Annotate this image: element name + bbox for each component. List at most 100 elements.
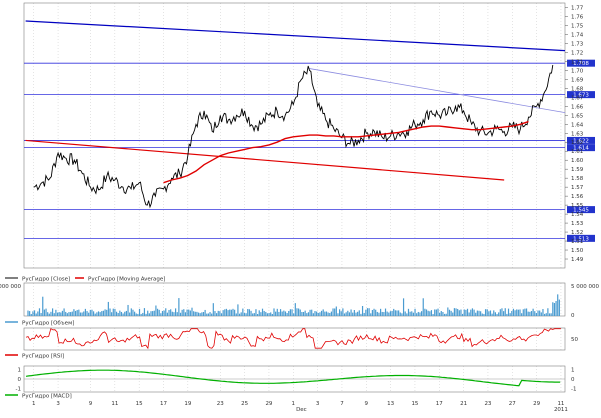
legend-volume-label: РусГидро [Объем] (22, 321, 74, 327)
y-tick-label: 1.63 (571, 131, 584, 137)
x-tick-label: 11 (111, 401, 118, 407)
x-tick-label: 13 (387, 401, 394, 407)
x-tick-label: 1 (292, 401, 296, 407)
level-label-box (567, 234, 595, 242)
y-tick-label: 1.68 (571, 86, 584, 92)
legend-volume: РусГидро [Объем] (5, 321, 74, 327)
y-tick-label: 1.69 (571, 77, 584, 83)
x-tick-label: 11 (557, 401, 564, 407)
rsi-panel (25, 328, 561, 350)
x-tick-label: 1 (32, 401, 36, 407)
macd-panel (24, 369, 565, 387)
y-tick-label: 1.71 (571, 59, 583, 65)
y-tick-label: 1.74 (571, 32, 584, 38)
level-label: 1.545 (573, 208, 589, 214)
y-tick-label: 1.54 (571, 212, 584, 218)
x-tick-label: 3 (316, 401, 320, 407)
legend-price: РусГидро [Close] РусГидро [Moving Averag… (5, 277, 165, 283)
y-tick-label: 1.51 (571, 239, 583, 245)
x-month-label: 2011 (554, 407, 568, 413)
legend-ma-label: РусГидро [Moving Average] (88, 277, 165, 283)
horizontal-levels: 1.708 1.673 1.622 1.614 1.545 1.513 (24, 59, 595, 242)
macd-ytick-left: -1 (16, 386, 21, 392)
y-tick-label: 1.62 (571, 140, 583, 146)
level-label-box (567, 91, 595, 99)
axis-labels: 1 3 9 11 15 17 19 23 25 29 1 3 7 9 13 15 17 21 23 27 29 11Dec… (0, 5, 599, 413)
volume-ytick-right: 5 000 000 (571, 284, 599, 290)
y-tick-label: 1.53 (571, 221, 584, 227)
x-tick-label: 15 (411, 401, 418, 407)
y-tick-label: 1.61 (571, 149, 583, 155)
x-tick-label: 9 (365, 401, 369, 407)
y-tick-label: 1.65 (571, 113, 584, 119)
x-tick-label: 17 (436, 401, 443, 407)
legend-rsi-label: РусГидро [RSI] (22, 354, 64, 360)
y-tick-label: 1.70 (571, 68, 584, 74)
y-tick-label: 1.67 (571, 95, 584, 101)
legend-rsi: РусГидро [RSI] (5, 354, 64, 360)
trendline (25, 20, 566, 52)
macd-ytick-right: 0 (571, 377, 575, 383)
macd-ytick-left: 0 (18, 377, 22, 383)
price-frame (23, 2, 566, 269)
level-label: 1.708 (573, 61, 589, 67)
level-label: 1.513 (573, 236, 589, 242)
y-tick-label: 1.59 (571, 167, 584, 173)
price-panel (33, 64, 554, 209)
rsi-line (25, 328, 561, 350)
macd-ytick-left: 1 (18, 368, 22, 374)
y-tick-label: 1.73 (571, 41, 584, 47)
level-label-box (567, 144, 595, 152)
x-tick-label: 29 (265, 401, 272, 407)
y-tick-label: 1.75 (571, 23, 584, 29)
macd-ytick-right: 1 (571, 368, 575, 374)
y-tick-label: 1.50 (571, 248, 584, 254)
legend-macd: РусГидро [MACD] (5, 394, 72, 400)
x-tick-label: 27 (509, 401, 516, 407)
y-tick-label: 1.57 (571, 185, 584, 191)
panel-frames (23, 2, 566, 393)
x-tick-label: 15 (136, 401, 143, 407)
x-tick-label: 23 (217, 401, 224, 407)
y-tick-label: 1.58 (571, 176, 584, 182)
x-tick-label: 19 (184, 401, 191, 407)
x-tick-label: 21 (460, 401, 467, 407)
y-tick-label: 1.55 (571, 203, 584, 209)
x-tick-label: 25 (241, 401, 248, 407)
x-month-label: Dec (296, 407, 307, 413)
level-label-box (567, 136, 595, 144)
trendline (309, 68, 566, 113)
level-label-box (567, 59, 595, 67)
y-tick-label: 1.66 (571, 104, 584, 110)
y-tick-label: 1.52 (571, 230, 583, 236)
y-tick-label: 1.76 (571, 14, 584, 20)
level-label: 1.614 (573, 146, 589, 152)
y-tick-label: 1.72 (571, 50, 583, 56)
volume-ytick-zero: 0 (571, 313, 575, 319)
level-label-box (567, 206, 595, 214)
x-tick-label: 23 (484, 401, 491, 407)
level-label: 1.622 (573, 138, 589, 144)
rsi-frame (23, 327, 566, 351)
close-price-line (33, 64, 554, 209)
volume-panel (27, 294, 560, 316)
x-tick-label: 29 (533, 401, 540, 407)
x-tick-label: 3 (56, 401, 60, 407)
legend-price-label: РусГидро [Close] (22, 277, 70, 283)
volume-frame (23, 282, 566, 317)
trendlines (25, 20, 566, 181)
y-tick-label: 1.64 (571, 122, 584, 128)
y-tick-label: 1.60 (571, 158, 584, 164)
x-tick-label: 9 (89, 401, 93, 407)
y-tick-label: 1.77 (571, 5, 584, 11)
legend-macd-label: РусГидро [MACD] (22, 394, 72, 400)
trendline (25, 139, 505, 181)
moving-average-line (163, 120, 529, 184)
y-tick-label: 1.56 (571, 194, 584, 200)
rsi-ytick-label: 50 (571, 337, 578, 343)
y-tick-label: 1.49 (571, 257, 584, 263)
macd-line (25, 369, 561, 387)
x-tick-label: 7 (340, 401, 344, 407)
